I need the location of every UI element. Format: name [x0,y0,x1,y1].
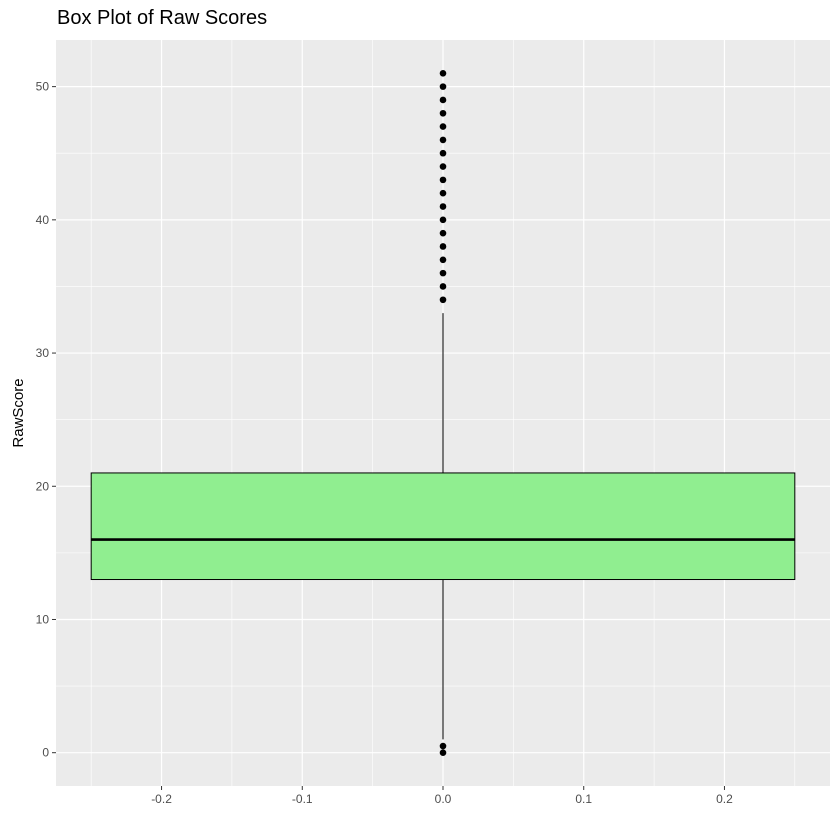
y-tick-label: 20 [36,479,50,493]
outlier-point [439,296,447,304]
outlier-point [439,123,447,130]
outlier-point [439,189,447,197]
y-tick-label: 40 [36,213,50,227]
outlier-point [439,96,447,104]
x-tick-label: 0.2 [716,792,733,806]
outlier-point [439,256,447,264]
outlier-point [439,283,447,290]
y-tick-label: 10 [36,612,50,626]
x-tick-label: 0.0 [435,792,452,806]
outlier-point [439,216,447,224]
chart-title: Box Plot of Raw Scores [57,7,268,29]
outlier-point [439,109,447,117]
outlier-point [439,749,447,756]
box-iqr [90,472,796,581]
outlier-point [439,243,447,250]
outlier-point [439,229,447,237]
outlier-point [439,163,447,170]
outlier-point [439,83,447,90]
x-tick-label: -0.1 [292,792,313,806]
y-tick-label: 0 [42,746,49,760]
outlier-point [439,203,447,210]
outlier-point [439,176,447,184]
y-tick-label: 50 [36,80,50,94]
y-axis-title: RawScore [10,378,27,447]
outlier-point [439,269,447,277]
outlier-point [439,149,447,157]
outlier-point [439,70,447,77]
outlier-point [439,742,447,750]
y-tick-label: 30 [36,346,50,360]
outlier-point [439,136,447,144]
x-tick-label: -0.2 [151,792,172,806]
x-tick-label: 0.1 [575,792,592,806]
